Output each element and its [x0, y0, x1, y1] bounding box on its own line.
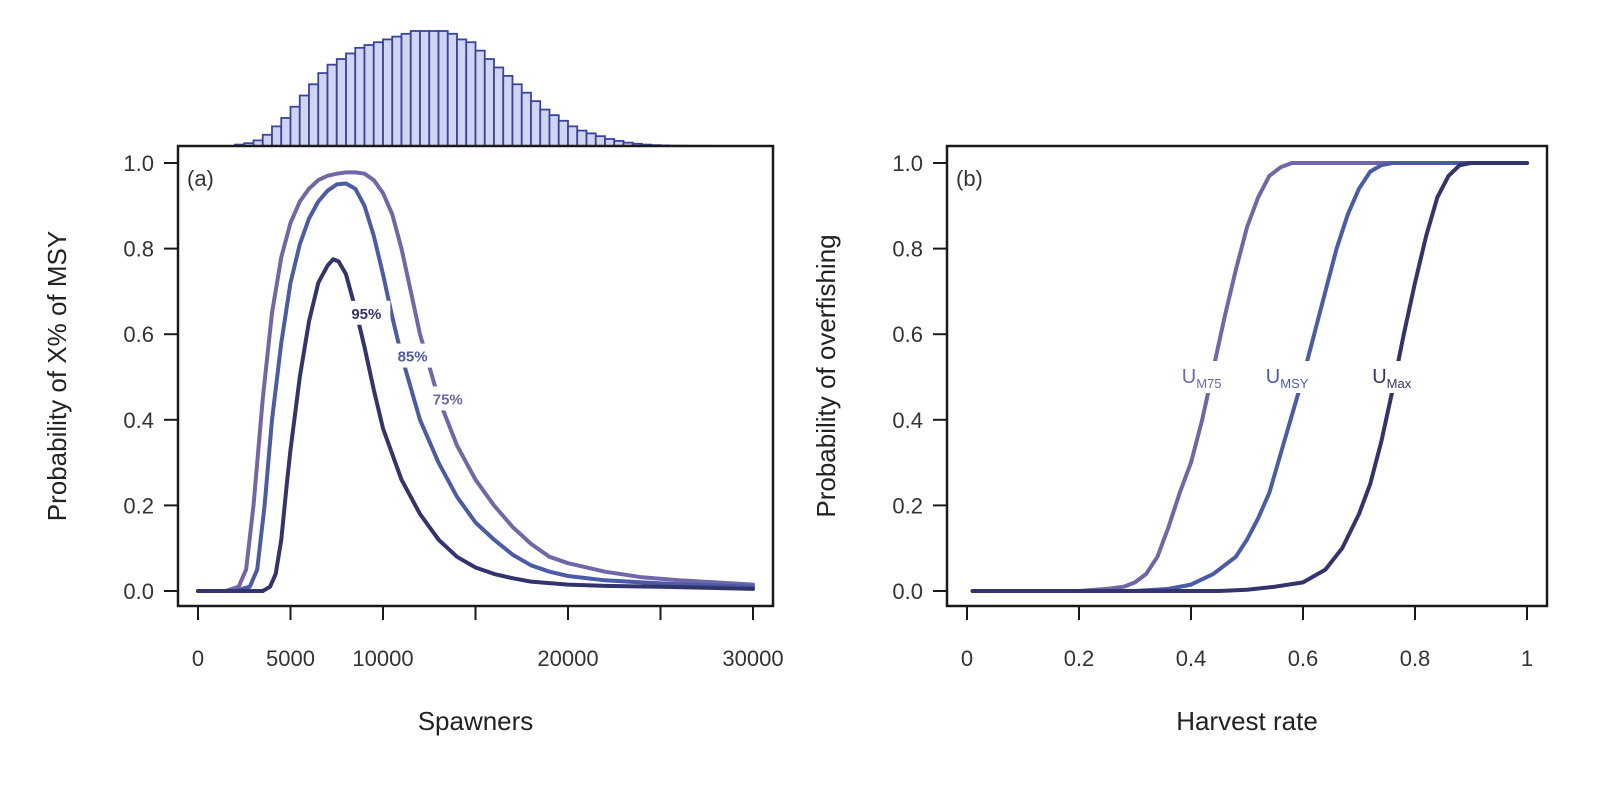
panel-b-x-axis: 0 0.2 0.4 0.6 0.8 1 [961, 606, 1533, 671]
panel-a-curve-75 [196, 170, 755, 593]
panel-a-y-tick-label: 0.6 [123, 322, 154, 347]
panel-a-x-tick-label: 0 [192, 646, 204, 671]
panel-b-y-tick-label: 0.0 [892, 579, 923, 604]
panel-a-x-axis: 0 5000 10000 20000 30000 [192, 606, 784, 671]
panel-a: 95% 85% 75% 0 5000 10000 20000 30000 0.0 0.2 0.4… [42, 144, 784, 736]
histogram-bar [289, 105, 301, 147]
panel-a-curve-95 [196, 257, 755, 593]
panel-b-curve-umsy [970, 161, 1529, 593]
panel-b-curve-label: UMSY [1266, 366, 1309, 391]
panel-b-curves [970, 161, 1529, 593]
panel-b-curve-label: UM75 [1182, 366, 1222, 391]
histogram-bar [372, 41, 384, 147]
histogram-bar [548, 114, 560, 147]
panel-b-x-label: Harvest rate [1176, 706, 1318, 736]
panel-a-x-tick-label: 10000 [352, 646, 413, 671]
histogram-bar [576, 129, 588, 147]
panel-b-curve-label: UMax [1372, 366, 1412, 391]
histogram-bar [354, 46, 366, 147]
panel-b-y-tick-label: 1.0 [892, 151, 923, 176]
histogram-bar [419, 30, 431, 147]
histogram-bar [511, 83, 523, 147]
panel-b-x-tick-label: 1 [1521, 646, 1533, 671]
histogram-bar [557, 119, 569, 147]
panel-a-x-label: Spawners [418, 706, 534, 736]
histogram-bar [446, 32, 458, 147]
panel-b-curve-label-bg [1175, 361, 1240, 393]
histogram-bar [502, 74, 514, 147]
panel-a-curve-85 [196, 181, 755, 593]
histogram-bar [520, 91, 532, 147]
histogram-bar [530, 100, 542, 147]
panel-a-curve-label: 85% [398, 349, 428, 366]
histogram-bar [585, 132, 597, 147]
panel-a-y-tick-label: 0.4 [123, 408, 154, 433]
histogram-bar [271, 125, 283, 147]
panel-a-x-tick-label: 5000 [266, 646, 315, 671]
histogram-bar [456, 38, 468, 147]
histogram-bar [474, 49, 486, 147]
panel-b-tag: (b) [956, 166, 983, 191]
panel-b-x-tick-label: 0.8 [1400, 646, 1431, 671]
panel-b-frame [945, 144, 1549, 608]
panel-b-y-tick-label: 0.6 [892, 322, 923, 347]
panel-a-tag: (a) [187, 166, 214, 191]
histogram-bar [280, 117, 292, 147]
panel-b-x-tick-label: 0 [961, 646, 973, 671]
panel-a-curve-label: 75% [433, 391, 463, 408]
histogram-bar [594, 135, 606, 147]
panel-b-curve-um75 [970, 161, 1529, 593]
panel-a-curves [196, 170, 755, 593]
histogram-bar [391, 35, 403, 147]
panel-a-y-axis: 0.0 0.2 0.4 0.6 0.8 1.0 [123, 151, 178, 604]
histogram-bar [261, 133, 273, 147]
panel-a-frame [176, 144, 775, 608]
panel-a-curve-label-bg [342, 300, 391, 325]
histogram-bar [335, 58, 347, 147]
histogram-bar [409, 30, 421, 147]
panel-b-y-tick-label: 0.2 [892, 493, 923, 518]
histogram-bar [308, 83, 320, 147]
panel-b: UM75 UMSY UMax 0 0.2 0.4 0.6 0.8 1 0.0 0.2 0.4 0.6… [811, 144, 1549, 736]
panel-b-x-tick-label: 0.6 [1288, 646, 1319, 671]
panel-b-curve-label-bg [1259, 361, 1324, 393]
panel-a-y-label: Probability of X% of MSY [42, 231, 72, 521]
panel-b-y-label: Probability of overfishing [811, 234, 841, 517]
histogram-bar [345, 52, 357, 147]
histogram-bar [382, 38, 394, 147]
panel-b-curve-label-bg [1366, 361, 1431, 393]
panel-a-x-tick-label: 20000 [537, 646, 598, 671]
panel-a-curve-label: 95% [351, 306, 381, 323]
histogram-bar [428, 30, 440, 147]
panel-b-y-axis: 0.0 0.2 0.4 0.6 0.8 1.0 [892, 151, 947, 604]
panel-a-curve-labels: 95% 85% 75% [342, 300, 472, 411]
panel-b-x-tick-label: 0.2 [1064, 646, 1095, 671]
panel-b-curve-umax [970, 161, 1529, 593]
histogram-bar [326, 63, 338, 147]
histogram-bar [437, 30, 449, 147]
histogram-bar [539, 108, 551, 147]
panel-a-curve-label-bg [388, 343, 437, 368]
histogram-bar [483, 58, 495, 147]
panel-a-y-tick-label: 0.2 [123, 493, 154, 518]
histogram-bar [493, 66, 505, 147]
panel-b-y-tick-label: 0.4 [892, 408, 923, 433]
panel-a-curve-label-bg [423, 386, 472, 411]
histogram-bar [567, 125, 579, 147]
panel-a-y-tick-label: 0.8 [123, 237, 154, 262]
panel-a-y-tick-label: 0.0 [123, 579, 154, 604]
histogram-bar [363, 44, 375, 147]
histogram-bar [317, 72, 329, 147]
histogram-bar [400, 32, 412, 147]
histogram-bar [465, 41, 477, 147]
panel-b-curve-labels: UM75 UMSY UMax [1175, 361, 1431, 393]
panel-a-y-tick-label: 1.0 [123, 151, 154, 176]
histogram-bar [298, 94, 310, 147]
panel-a-x-tick-label: 30000 [722, 646, 783, 671]
panel-b-x-tick-label: 0.4 [1176, 646, 1207, 671]
panel-b-y-tick-label: 0.8 [892, 237, 923, 262]
spawner-histogram [198, 30, 753, 147]
